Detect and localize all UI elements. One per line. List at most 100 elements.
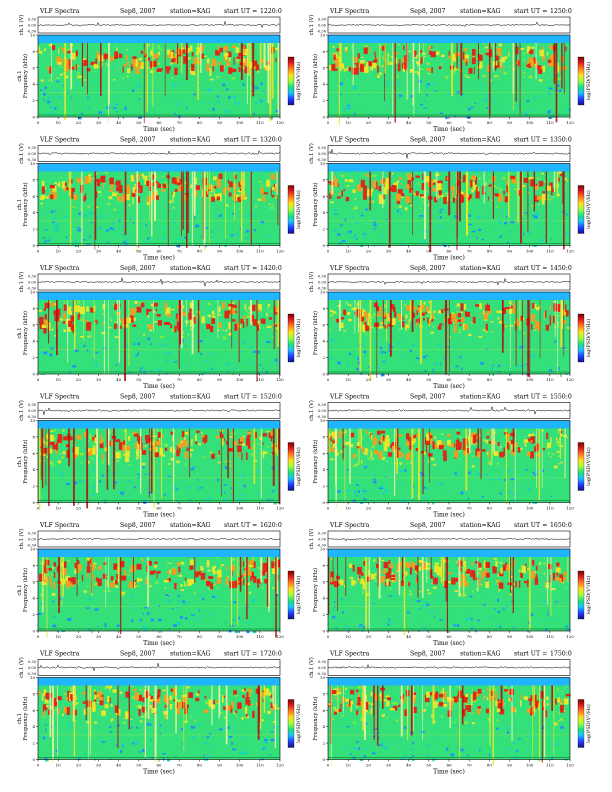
colorbar-label: log(PSD(V²/Hz) — [585, 576, 592, 615]
time-axis-label: Time (sec) — [433, 126, 465, 133]
spectrogram-panel: VLF Spectra Sep8, 2007 station=KAG start UT… — [308, 651, 592, 776]
colorbar — [287, 699, 295, 748]
time-tick-label: 70 — [177, 634, 183, 639]
spectrogram-top-band — [328, 163, 570, 172]
freq-tick-label: 8 — [322, 306, 325, 311]
panel-start-ut: 1220:0 — [260, 8, 282, 15]
time-tick-label: 100 — [526, 634, 534, 639]
spectrogram-sferics — [331, 171, 565, 252]
ch-tick-label: 0.30 — [318, 18, 327, 22]
panel-start-ut: 1250:0 — [550, 8, 572, 15]
freq-tick-label: 4 — [322, 724, 325, 729]
panel-title: VLF Spectra — [39, 651, 80, 658]
time-tick-label: 40 — [116, 249, 122, 254]
spectrogram-panel: VLF Spectra Sep8, 2007 station=KAG start UT… — [17, 394, 302, 519]
freq-tick-label: 0 — [32, 757, 35, 762]
time-tick-label: 40 — [116, 506, 122, 511]
spectrogram-panel: VLF Spectra Sep8, 2007 station=KAG start UT… — [17, 137, 302, 262]
spectrogram-emission-band — [39, 687, 277, 720]
time-tick-label: 120 — [566, 377, 574, 382]
freq-tick-label: 8 — [322, 177, 325, 182]
freq-tick-label: 8 — [322, 49, 325, 54]
time-tick-label: 110 — [256, 634, 264, 639]
colorbar-label: log(PSD(V²/Hz) — [295, 190, 302, 229]
time-tick-label: 50 — [426, 120, 432, 125]
time-tick-label: 90 — [507, 120, 513, 125]
time-axis-label: Time (sec) — [143, 769, 175, 776]
spectrogram-sferics — [51, 43, 280, 124]
ch-tick-label: 0.00 — [318, 281, 327, 285]
time-tick-label: 110 — [546, 377, 554, 382]
spectrogram-panel: VLF Spectra Sep8, 2007 station=KAG start UT… — [308, 265, 592, 390]
panel-title: VLF Spectra — [329, 651, 370, 658]
spectrogram-panel: VLF Spectra Sep8, 2007 station=KAG start UT… — [308, 394, 592, 519]
colorbar-label: log(PSD(V²/Hz) — [585, 447, 592, 486]
freq-axis-label: Frequency (kHz) — [22, 696, 29, 740]
ch-tick-label: 0.00 — [318, 409, 327, 413]
spectrogram-panel: VLF Spectra Sep8, 2007 station=KAG start UT… — [308, 8, 592, 133]
ch-axis-label: ch.1 (V) — [18, 143, 25, 164]
colorbar — [577, 699, 585, 748]
freq-tick-label: 10 — [320, 290, 326, 295]
freq-tick-label: 2 — [322, 741, 325, 746]
colorbar-label: log(PSD(V²/Hz) — [585, 319, 592, 358]
waveform-trace — [327, 149, 571, 159]
colorbar-label: log(PSD(V²/Hz) — [585, 62, 592, 101]
freq-tick-label: 8 — [32, 177, 35, 182]
time-axis-label: Time (sec) — [143, 512, 175, 519]
time-tick-label: 30 — [96, 249, 102, 254]
time-tick-label: 50 — [136, 377, 142, 382]
time-tick-label: 10 — [56, 634, 62, 639]
time-axis-label: Time (sec) — [143, 126, 175, 133]
time-tick-label: 0 — [327, 506, 330, 511]
panel-title: VLF Spectra — [329, 522, 370, 529]
freq-tick-label: 0 — [322, 243, 325, 248]
colorbar-label: log(PSD(V²/Hz) — [295, 62, 302, 101]
freq-tick-label: 2 — [32, 355, 35, 360]
time-axis-label: Time (sec) — [433, 769, 465, 776]
freq-tick-label: 4 — [32, 724, 35, 729]
panel-date: Sep8, 2007 — [120, 651, 156, 658]
panel-start-label: start UT = — [514, 522, 547, 529]
time-tick-label: 110 — [256, 377, 264, 382]
ch-tick-label: -0.30 — [317, 30, 327, 34]
time-tick-label: 110 — [546, 506, 554, 511]
waveform-trace — [37, 20, 281, 29]
time-tick-label: 100 — [236, 377, 244, 382]
time-tick-label: 20 — [366, 634, 372, 639]
time-tick-label: 120 — [566, 506, 574, 511]
freq-tick-label: 0 — [322, 115, 325, 120]
time-tick-label: 70 — [467, 763, 473, 768]
freq-tick-label: 4 — [322, 596, 325, 601]
time-tick-label: 70 — [467, 249, 473, 254]
panel-title: VLF Spectra — [39, 8, 80, 15]
time-tick-label: 120 — [276, 763, 284, 768]
panel-station: station=KAG — [170, 651, 211, 658]
freq-tick-label: 6 — [322, 65, 325, 70]
spectrogram-top-band — [38, 35, 280, 43]
panel-date: Sep8, 2007 — [410, 522, 446, 529]
time-tick-label: 60 — [446, 249, 452, 254]
panel-start-label: start UT = — [224, 265, 257, 272]
waveform-trace — [37, 663, 281, 672]
spectrogram-top-band — [328, 677, 570, 686]
colorbar — [287, 313, 295, 363]
ch-side-label: ch.1 — [17, 713, 23, 724]
panel-station: station=KAG — [460, 651, 501, 658]
time-tick-label: 70 — [177, 249, 183, 254]
time-tick-label: 30 — [386, 763, 392, 768]
colorbar — [287, 56, 295, 106]
time-tick-label: 100 — [526, 377, 534, 382]
time-tick-label: 50 — [426, 763, 432, 768]
time-tick-label: 120 — [566, 249, 574, 254]
panel-start-ut: 1520:0 — [260, 394, 282, 401]
time-tick-label: 80 — [487, 763, 493, 768]
panel-station: station=KAG — [170, 522, 211, 529]
time-tick-label: 110 — [546, 249, 554, 254]
freq-tick-label: 6 — [322, 451, 325, 456]
panel-title: VLF Spectra — [329, 137, 370, 144]
spectrogram-speckle — [38, 300, 279, 376]
spectrogram-sferics — [48, 300, 280, 382]
time-tick-label: 0 — [327, 763, 330, 768]
freq-axis-label: Frequency (kHz) — [22, 311, 29, 355]
